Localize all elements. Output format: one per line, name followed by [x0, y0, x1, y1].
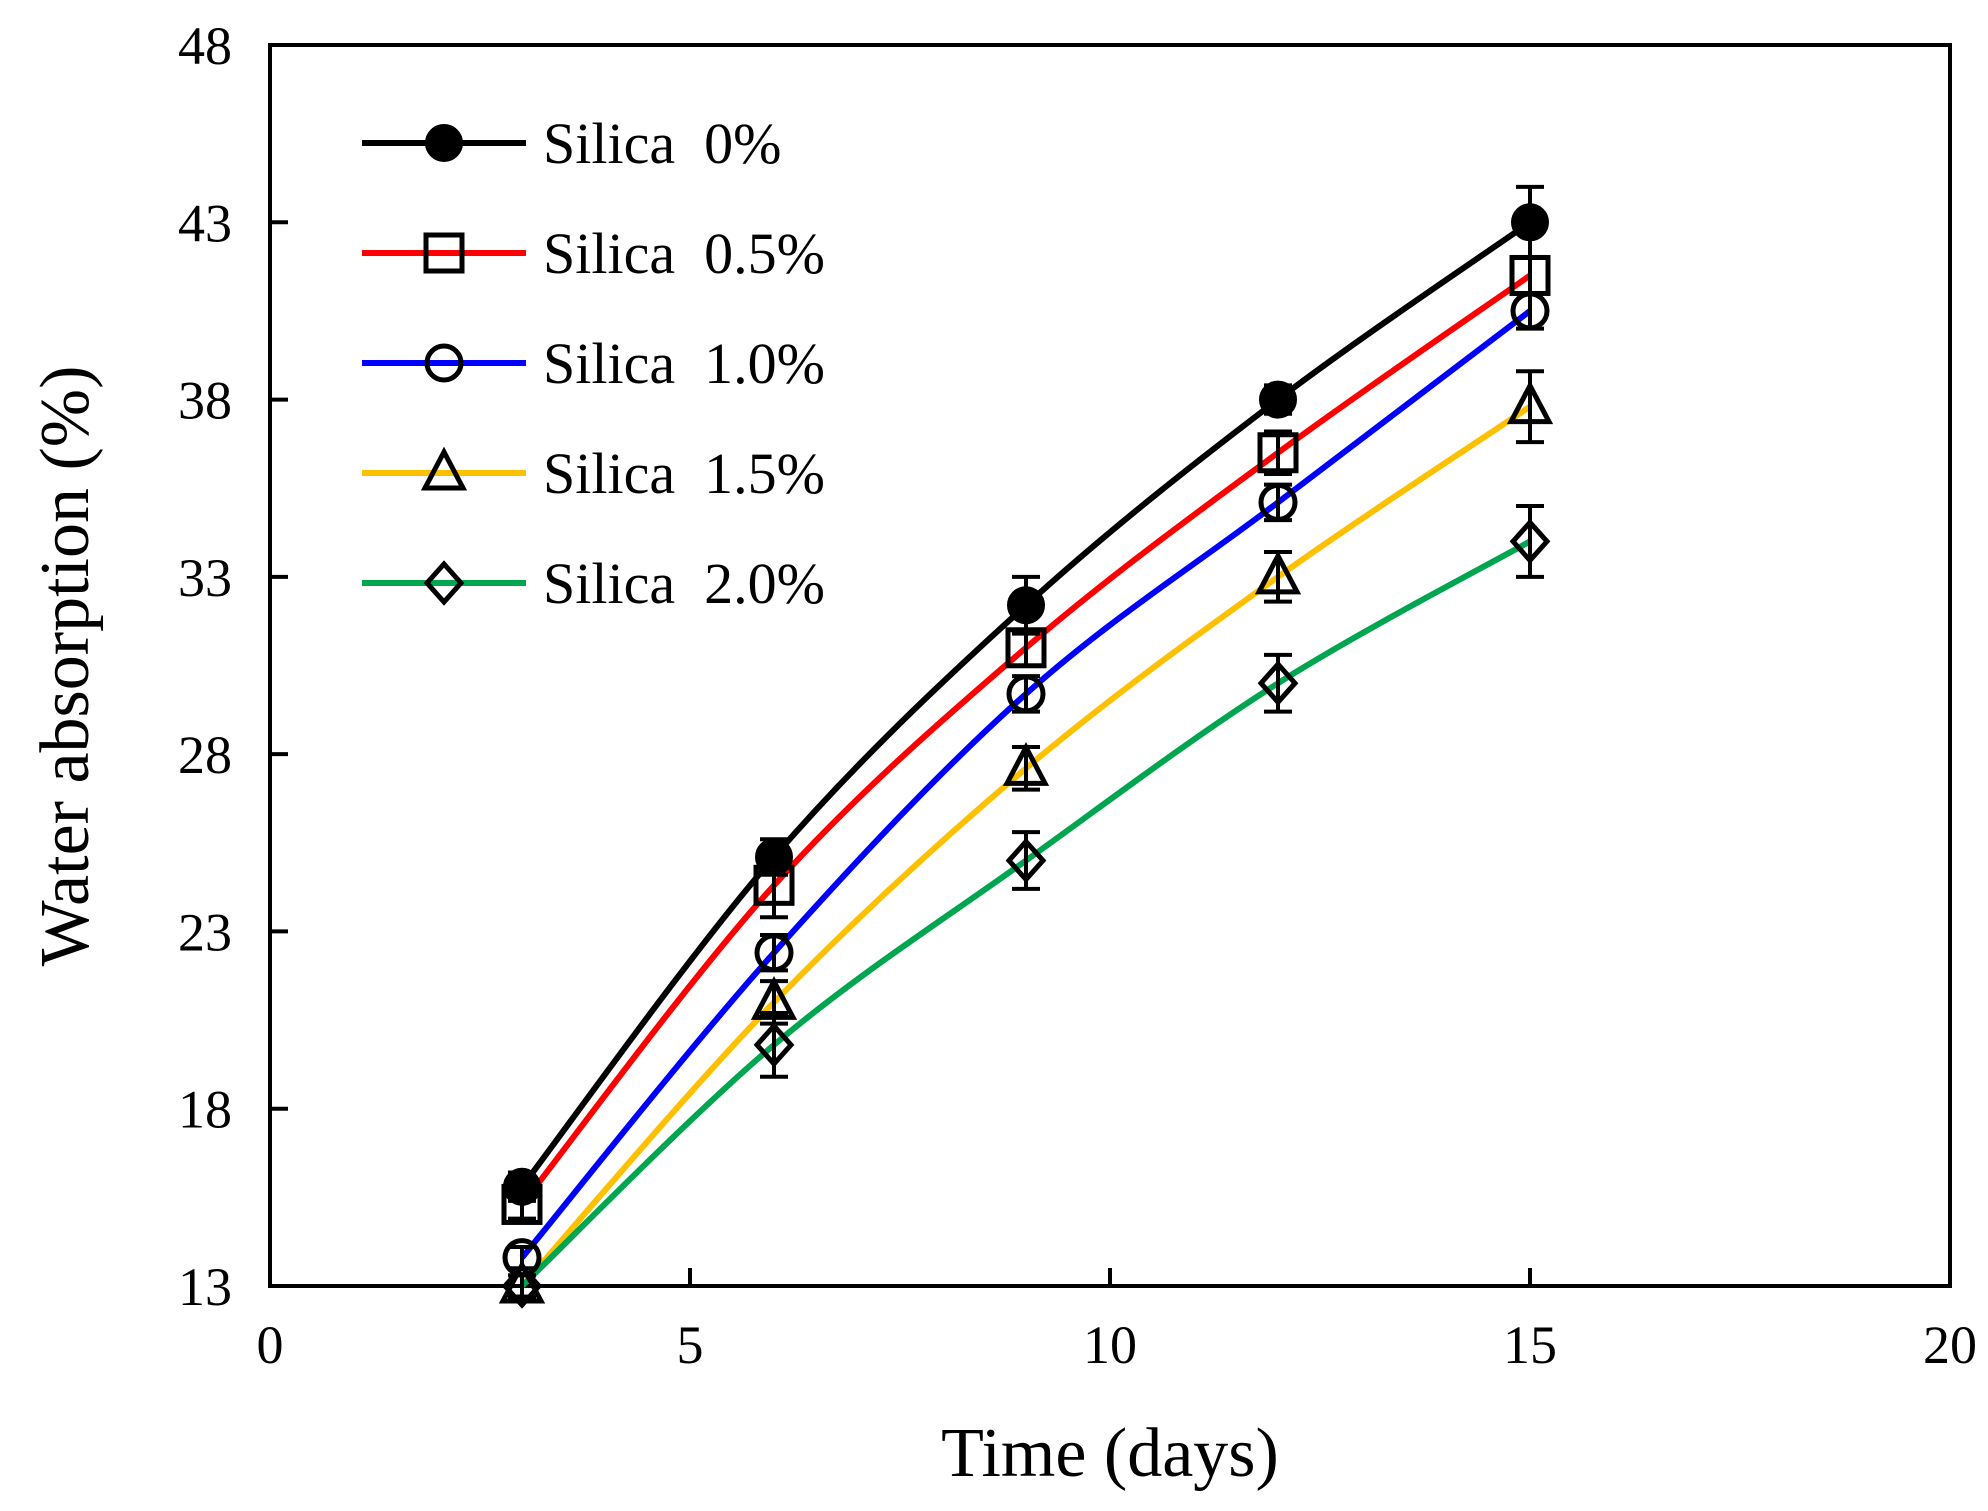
x-tick-label: 10 [1083, 1315, 1137, 1375]
data-point-3 [498, 1259, 546, 1304]
x-axis: 0 5 10 15 20 [257, 1268, 1977, 1375]
legend-label-2: Silica 1.0% [543, 331, 825, 396]
y-tick-label: 28 [178, 725, 232, 785]
data-point-3 [1506, 380, 1554, 425]
y-axis: 13 18 23 28 33 38 43 48 [178, 16, 288, 1317]
data-point-1 [1005, 627, 1047, 669]
series-layer [498, 184, 1554, 1309]
legend-label-1: Silica 0.5% [543, 221, 825, 286]
data-point-0 [1007, 586, 1045, 625]
x-tick-label: 0 [257, 1315, 284, 1375]
legend-marker-2 [424, 343, 464, 383]
x-axis-title: Time (days) [941, 1415, 1279, 1492]
y-tick-label: 23 [178, 902, 232, 962]
data-point-2 [1258, 482, 1298, 522]
y-tick-label: 33 [178, 548, 232, 608]
y-tick-label: 13 [178, 1257, 232, 1317]
data-point-3 [1002, 741, 1050, 786]
y-tick-label: 18 [178, 1080, 232, 1140]
y-tick-label: 48 [178, 16, 232, 76]
data-point-4 [753, 1022, 795, 1068]
legend-label-3: Silica 1.5% [543, 441, 825, 506]
legend-marker-1 [423, 232, 465, 274]
x-tick-label: 15 [1503, 1315, 1557, 1375]
series-line-1 [519, 273, 1532, 1207]
data-point-4 [1257, 660, 1299, 706]
data-point-1 [753, 864, 795, 906]
data-point-1 [1257, 432, 1299, 474]
data-point-2 [1510, 291, 1550, 331]
plot-frame [268, 43, 1952, 1288]
data-point-4 [1509, 518, 1551, 565]
data-point-4 [501, 1263, 543, 1309]
data-point-0 [1511, 203, 1549, 242]
x-tick-label: 5 [677, 1315, 704, 1375]
x-tick-label: 20 [1923, 1315, 1977, 1375]
data-point-2 [1006, 674, 1046, 714]
y-tick-label: 38 [178, 371, 232, 431]
data-point-4 [1005, 837, 1047, 884]
legend: Silica 0% Silica 0.5% Silica 1.0% Silica 1.… [362, 111, 825, 616]
data-point-2 [754, 933, 794, 973]
y-axis-title: Water absorption (%) [27, 366, 104, 967]
series-line-3 [519, 404, 1532, 1288]
y-tick-label: 43 [178, 193, 232, 253]
legend-marker-4 [423, 560, 465, 606]
legend-label-0: Silica 0% [543, 111, 781, 176]
data-point-1 [501, 1183, 543, 1225]
legend-marker-3 [420, 446, 468, 491]
legend-label-4: Silica 2.0% [543, 551, 825, 616]
data-point-3 [1254, 550, 1302, 595]
legend-marker-0 [425, 124, 463, 162]
data-point-0 [1259, 380, 1297, 419]
